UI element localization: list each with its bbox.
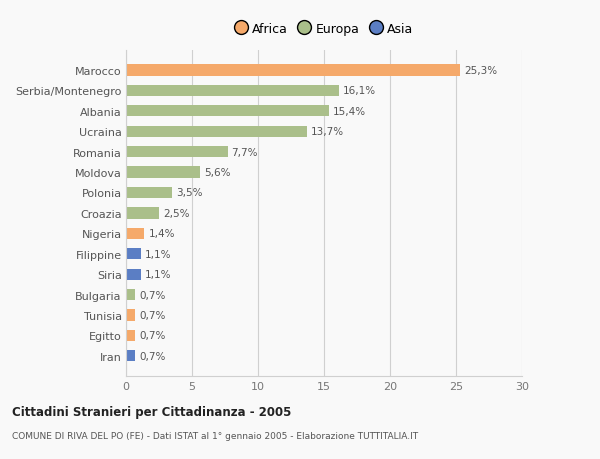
Text: 16,1%: 16,1%: [343, 86, 376, 96]
Bar: [126, 289, 135, 301]
Text: COMUNE DI RIVA DEL PO (FE) - Dati ISTAT al 1° gennaio 2005 - Elaborazione TUTTIT: COMUNE DI RIVA DEL PO (FE) - Dati ISTAT …: [12, 431, 418, 440]
Bar: [126, 126, 307, 138]
Bar: [126, 310, 135, 321]
Text: Cittadini Stranieri per Cittadinanza - 2005: Cittadini Stranieri per Cittadinanza - 2…: [12, 405, 292, 419]
Text: 25,3%: 25,3%: [464, 66, 497, 76]
Text: 1,1%: 1,1%: [145, 269, 171, 280]
Text: 5,6%: 5,6%: [204, 168, 230, 178]
Bar: [126, 269, 140, 280]
Text: 3,5%: 3,5%: [176, 188, 203, 198]
Text: 1,4%: 1,4%: [148, 229, 175, 239]
Bar: [126, 350, 135, 362]
Bar: [126, 208, 159, 219]
Bar: [126, 167, 200, 178]
Text: 7,7%: 7,7%: [232, 147, 258, 157]
Bar: [126, 228, 145, 240]
Text: 15,4%: 15,4%: [333, 106, 367, 117]
Bar: [126, 65, 460, 77]
Bar: [126, 86, 338, 97]
Text: 0,7%: 0,7%: [139, 351, 166, 361]
Text: 2,5%: 2,5%: [163, 208, 190, 218]
Text: 1,1%: 1,1%: [145, 249, 171, 259]
Text: 0,7%: 0,7%: [139, 290, 166, 300]
Bar: [126, 249, 140, 260]
Text: 13,7%: 13,7%: [311, 127, 344, 137]
Text: 0,7%: 0,7%: [139, 330, 166, 341]
Bar: [126, 106, 329, 117]
Legend: Africa, Europa, Asia: Africa, Europa, Asia: [232, 21, 416, 39]
Bar: [126, 147, 227, 158]
Bar: [126, 187, 172, 199]
Text: 0,7%: 0,7%: [139, 310, 166, 320]
Bar: [126, 330, 135, 341]
